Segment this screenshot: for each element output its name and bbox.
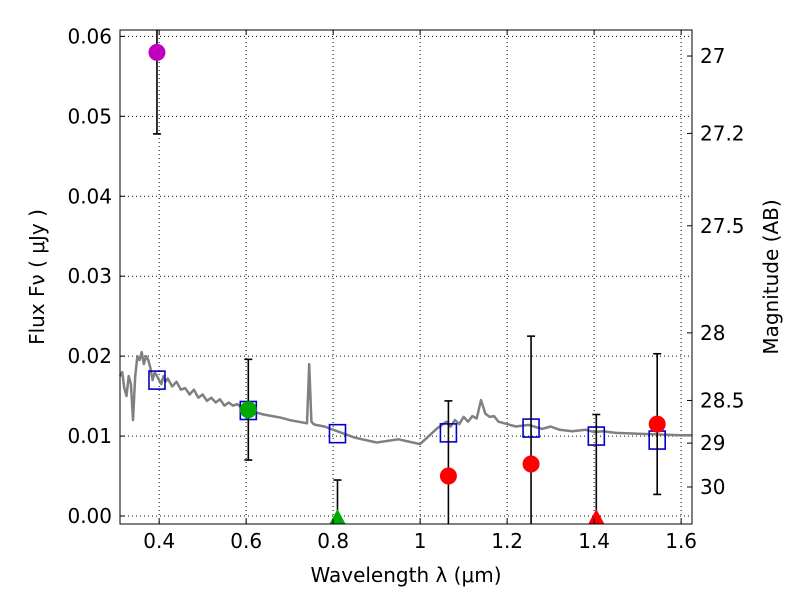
observed-points-layer (148, 43, 666, 524)
x-axis-label: Wavelength λ (μm) (310, 563, 501, 587)
y-ticks: 0.00 0.01 0.02 0.03 0.04 0.05 0.06 (67, 24, 125, 528)
y-tick-label: 0.05 (67, 104, 112, 128)
magnitude-ticks: 27 27.2 27.5 28 28.5 29 30 (687, 44, 745, 499)
x-tick-label: 0.4 (143, 529, 175, 553)
x-tick-label: 1.6 (665, 529, 697, 553)
observed-flux-marker (239, 401, 257, 419)
y-tick-label: 0.06 (67, 24, 112, 48)
y-axis-label: Flux Fν ( μJy ) (25, 209, 49, 345)
x-ticks: 0.4 0.6 0.8 1 1.2 1.4 1.6 (143, 30, 697, 553)
observed-flux-marker (648, 415, 666, 433)
synthetic-flux-marker (148, 370, 166, 390)
y-tick-label: 0.04 (67, 184, 112, 208)
mag-tick-label: 27.2 (700, 121, 745, 145)
observed-flux-marker (522, 455, 540, 473)
plot-frame (119, 29, 693, 525)
mag-tick-label: 28.5 (700, 388, 745, 412)
observed-flux-marker (439, 467, 457, 485)
observed-flux-marker (148, 43, 166, 61)
mag-tick-label: 28 (700, 321, 725, 345)
mag-tick-label: 30 (700, 475, 725, 499)
right-axis-label: Magnitude (AB) (759, 199, 783, 354)
model-layer (118, 350, 692, 446)
mag-tick-label: 27 (700, 44, 725, 68)
y-tick-label: 0.02 (67, 344, 112, 368)
y-tick-label: 0.03 (67, 264, 112, 288)
mag-tick-label: 27.5 (700, 214, 745, 238)
x-tick-label: 1.2 (491, 529, 523, 553)
model-spectrum-line (118, 350, 692, 446)
x-tick-label: 1.4 (578, 529, 610, 553)
upper-limit-marker (329, 508, 346, 524)
x-tick-label: 0.8 (317, 529, 349, 553)
upper-limit-marker (588, 508, 605, 524)
synthetic-flux-marker (328, 423, 347, 444)
mag-tick-label: 29 (700, 431, 725, 455)
y-tick-label: 0.01 (67, 424, 112, 448)
x-tick-label: 1 (414, 529, 427, 553)
y-tick-label: 0.00 (67, 504, 112, 528)
x-tick-label: 0.6 (230, 529, 262, 553)
